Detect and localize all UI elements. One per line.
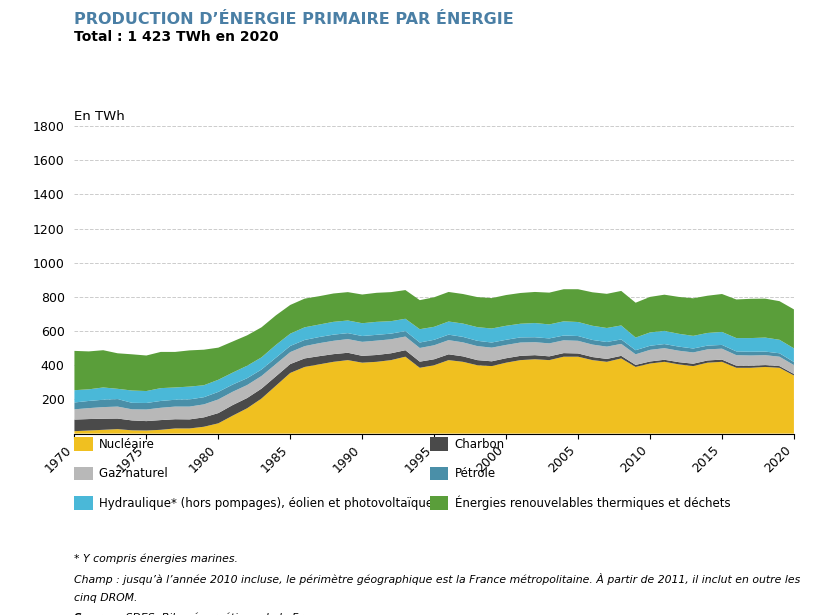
Text: Champ : jusqu’à l’année 2010 incluse, le périmètre géographique est la France mé: Champ : jusqu’à l’année 2010 incluse, le… — [74, 573, 801, 585]
Text: PRODUCTION D’ÉNERGIE PRIMAIRE PAR ÉNERGIE: PRODUCTION D’ÉNERGIE PRIMAIRE PAR ÉNERGI… — [74, 12, 514, 27]
Text: Total : 1 423 TWh en 2020: Total : 1 423 TWh en 2020 — [74, 30, 279, 44]
Text: Hydraulique* (hors pompages), éolien et photovoltaïque: Hydraulique* (hors pompages), éolien et … — [99, 496, 433, 510]
Text: Charbon: Charbon — [455, 437, 505, 451]
Text: Gaz naturel: Gaz naturel — [99, 467, 168, 480]
Text: Nucléaire: Nucléaire — [99, 437, 155, 451]
Text: En TWh: En TWh — [74, 110, 125, 123]
Text: SDES, Bilan énergétique de la France.: SDES, Bilan énergétique de la France. — [122, 613, 333, 615]
Text: Source :: Source : — [74, 613, 125, 615]
Text: Énergies renouvelables thermiques et déchets: Énergies renouvelables thermiques et déc… — [455, 496, 730, 510]
Text: cinq DROM.: cinq DROM. — [74, 593, 138, 603]
Text: Pétrole: Pétrole — [455, 467, 496, 480]
Text: * Y compris énergies marines.: * Y compris énergies marines. — [74, 554, 238, 564]
